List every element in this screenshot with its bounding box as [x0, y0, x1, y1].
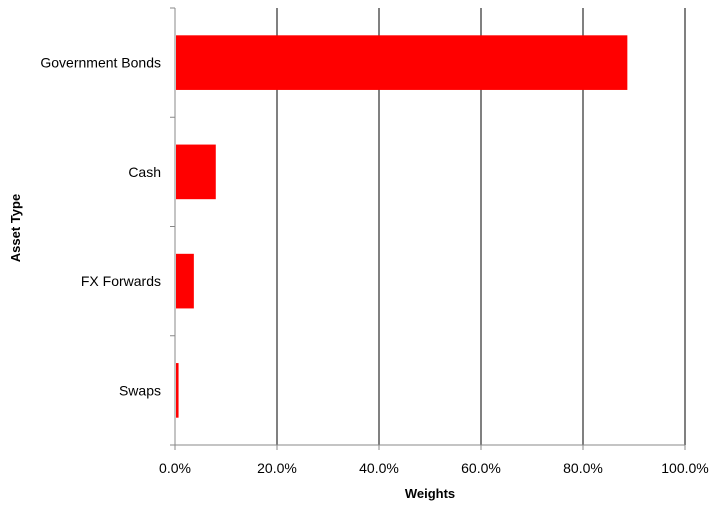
- x-tick-label: 80.0%: [563, 460, 603, 476]
- x-tick-label: 100.0%: [661, 460, 708, 476]
- category-label: Government Bonds: [40, 55, 161, 71]
- x-tick-label: 20.0%: [257, 460, 297, 476]
- bar: [176, 363, 179, 418]
- y-axis-title: Asset Type: [8, 194, 23, 262]
- x-axis-title: Weights: [405, 486, 455, 501]
- x-tick-labels: 0.0% 20.0% 40.0% 60.0% 80.0% 100.0%: [159, 460, 709, 476]
- category-label: FX Forwards: [81, 273, 161, 289]
- x-tick-label: 0.0%: [159, 460, 191, 476]
- category-label: Cash: [128, 164, 161, 180]
- bars: [176, 35, 628, 418]
- axes: [170, 7, 686, 450]
- x-tick-label: 40.0%: [359, 460, 399, 476]
- category-label: Swaps: [119, 382, 161, 398]
- bar: [176, 253, 194, 309]
- bar: [176, 35, 628, 90]
- x-tick-label: 60.0%: [461, 460, 501, 476]
- category-labels: Government Bonds Cash FX Forwards Swaps: [40, 55, 161, 399]
- bar: [176, 144, 216, 200]
